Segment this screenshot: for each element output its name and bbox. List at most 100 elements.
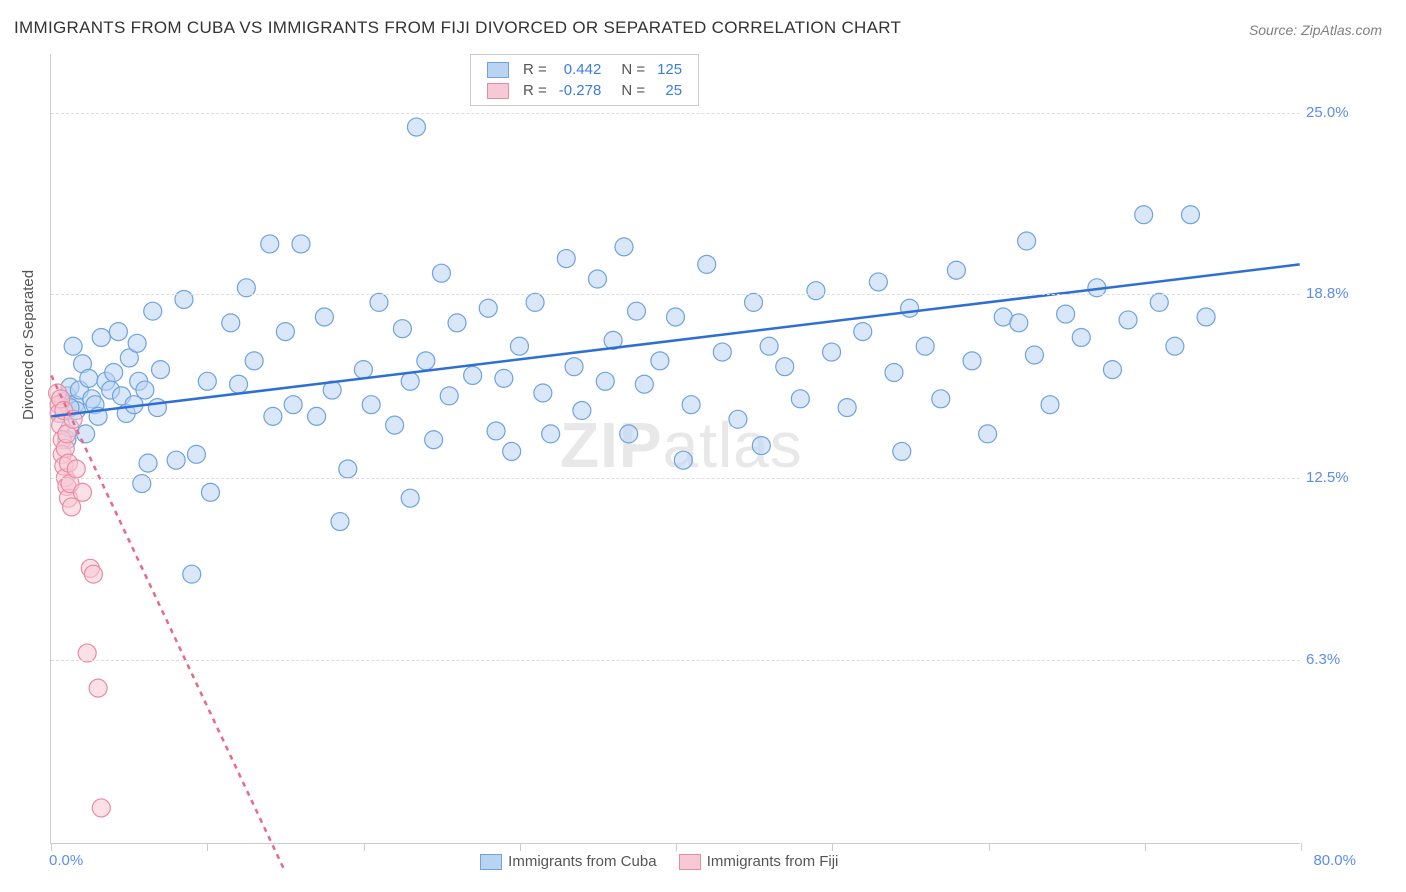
data-point — [752, 437, 770, 455]
data-point — [1010, 314, 1028, 332]
data-point — [230, 375, 248, 393]
data-point — [417, 352, 435, 370]
legend-series-item: Immigrants from Cuba — [480, 853, 657, 870]
data-point — [105, 364, 123, 382]
data-point — [487, 422, 505, 440]
data-point — [144, 302, 162, 320]
y-tick-label: 6.3% — [1306, 651, 1362, 668]
data-point — [362, 396, 380, 414]
y-tick-label: 25.0% — [1306, 104, 1362, 121]
data-point — [198, 372, 216, 390]
data-point — [565, 358, 583, 376]
data-point — [869, 273, 887, 291]
data-point — [315, 308, 333, 326]
data-point — [823, 343, 841, 361]
legend-r-label: R = — [517, 80, 553, 101]
chart-title: IMMIGRANTS FROM CUBA VS IMMIGRANTS FROM … — [14, 18, 901, 38]
data-point — [167, 451, 185, 469]
data-point — [284, 396, 302, 414]
data-point — [885, 364, 903, 382]
data-point — [1072, 328, 1090, 346]
x-tick — [832, 843, 833, 851]
data-point — [542, 425, 560, 443]
data-point — [84, 565, 102, 583]
plot-svg — [51, 54, 1300, 843]
data-point — [893, 442, 911, 460]
data-point — [74, 483, 92, 501]
data-point — [448, 314, 466, 332]
gridline — [51, 478, 1300, 479]
data-point — [308, 407, 326, 425]
legend-stats: R =0.442N =125R =-0.278N =25 — [470, 54, 699, 106]
data-point — [109, 323, 127, 341]
data-point — [331, 513, 349, 531]
data-point — [729, 410, 747, 428]
data-point — [148, 399, 166, 417]
data-point — [667, 308, 685, 326]
legend-n-value: 25 — [651, 80, 688, 101]
data-point — [64, 337, 82, 355]
data-point — [495, 369, 513, 387]
data-point — [588, 270, 606, 288]
data-point — [1181, 206, 1199, 224]
data-point — [1041, 396, 1059, 414]
data-point — [510, 337, 528, 355]
data-point — [1166, 337, 1184, 355]
data-point — [807, 282, 825, 300]
data-point — [651, 352, 669, 370]
data-point — [128, 334, 146, 352]
data-point — [615, 238, 633, 256]
data-point — [979, 425, 997, 443]
legend-swatch — [480, 854, 502, 870]
data-point — [745, 293, 763, 311]
x-tick — [51, 843, 52, 851]
data-point — [635, 375, 653, 393]
data-point — [791, 390, 809, 408]
legend-r-label: R = — [517, 59, 553, 80]
data-point — [698, 255, 716, 273]
x-tick — [1301, 843, 1302, 851]
data-point — [245, 352, 263, 370]
data-point — [370, 293, 388, 311]
data-point — [386, 416, 404, 434]
data-point — [261, 235, 279, 253]
data-point — [89, 679, 107, 697]
data-point — [674, 451, 692, 469]
data-point — [620, 425, 638, 443]
data-point — [838, 399, 856, 417]
data-point — [183, 565, 201, 583]
data-point — [1018, 232, 1036, 250]
data-point — [276, 323, 294, 341]
data-point — [440, 387, 458, 405]
data-point — [139, 454, 157, 472]
data-point — [401, 489, 419, 507]
data-point — [916, 337, 934, 355]
data-point — [557, 250, 575, 268]
x-axis-max-label: 80.0% — [1313, 852, 1356, 869]
trend-line — [51, 375, 285, 872]
data-point — [760, 337, 778, 355]
data-point — [526, 293, 544, 311]
data-point — [1025, 346, 1043, 364]
gridline — [51, 660, 1300, 661]
x-tick — [207, 843, 208, 851]
x-tick — [520, 843, 521, 851]
legend-n-value: 125 — [651, 59, 688, 80]
data-point — [264, 407, 282, 425]
chart-area: 0.0% 80.0% 6.3%12.5%18.8%25.0% — [50, 54, 1300, 844]
data-point — [354, 361, 372, 379]
data-point — [503, 442, 521, 460]
source-label: Source: ZipAtlas.com — [1249, 22, 1382, 38]
x-axis-min-label: 0.0% — [49, 852, 83, 869]
y-axis-label: Divorced or Separated — [20, 270, 37, 420]
data-point — [479, 299, 497, 317]
legend-series-label: Immigrants from Fiji — [707, 853, 839, 870]
data-point — [292, 235, 310, 253]
data-point — [464, 366, 482, 384]
data-point — [136, 381, 154, 399]
legend-series: Immigrants from Cuba Immigrants from Fij… — [480, 853, 860, 870]
data-point — [932, 390, 950, 408]
x-tick — [364, 843, 365, 851]
data-point — [963, 352, 981, 370]
data-point — [1197, 308, 1215, 326]
